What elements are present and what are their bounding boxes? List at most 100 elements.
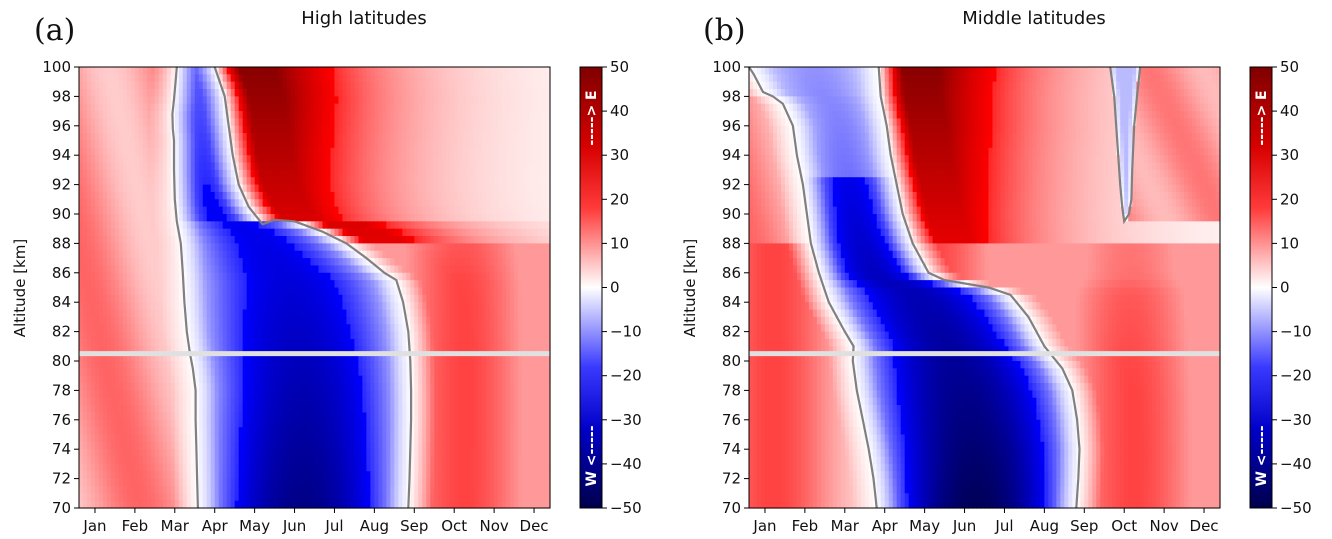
- heatmap-cell: [430, 140, 435, 149]
- heatmap-cell: [258, 199, 264, 208]
- heatmap-cell: [94, 361, 100, 369]
- heatmap-cell: [122, 375, 128, 384]
- heatmap-cell: [402, 258, 407, 267]
- heatmap-cell: [130, 375, 136, 384]
- heatmap-cell: [79, 199, 84, 208]
- heatmap-cell: [270, 140, 276, 149]
- heatmap-cell: [454, 228, 459, 237]
- heatmap-cell: [538, 294, 543, 303]
- heatmap-cell: [418, 147, 423, 156]
- heatmap-cell: [278, 309, 284, 318]
- heatmap-cell: [426, 221, 431, 230]
- heatmap-cell: [174, 125, 180, 134]
- heatmap-cell: [374, 147, 379, 156]
- heatmap-cell: [514, 309, 519, 318]
- heatmap-cell: [394, 368, 399, 377]
- heatmap-cell: [446, 184, 451, 193]
- heatmap-cell: [430, 74, 435, 83]
- heatmap-cell: [178, 346, 184, 355]
- heatmap-cell: [350, 125, 356, 134]
- heatmap-cell: [482, 361, 487, 369]
- heatmap-cell: [270, 346, 276, 355]
- heatmap-cell: [138, 361, 144, 369]
- heatmap-cell: [242, 118, 248, 127]
- heatmap-cell: [298, 346, 304, 355]
- heatmap-cell: [202, 361, 208, 369]
- heatmap-cell: [106, 309, 112, 318]
- heatmap-cell: [270, 236, 276, 244]
- heatmap-cell: [318, 162, 324, 171]
- heatmap-cell: [218, 272, 224, 281]
- heatmap-cell: [530, 361, 535, 369]
- heatmap-cell: [350, 162, 356, 171]
- heatmap-cell: [110, 184, 116, 193]
- heatmap-cell: [290, 346, 296, 355]
- heatmap-cell: [350, 331, 356, 340]
- heatmap-cell: [79, 118, 84, 127]
- heatmap-cell: [162, 169, 168, 178]
- heatmap-cell: [458, 368, 463, 377]
- heatmap-cell: [298, 280, 304, 289]
- heatmap-cell: [282, 368, 288, 377]
- heatmap-cell: [446, 243, 451, 252]
- heatmap-cell: [130, 125, 136, 134]
- heatmap-cell: [430, 96, 435, 105]
- heatmap-cell: [314, 155, 320, 164]
- heatmap-cell: [142, 324, 148, 333]
- heatmap-cell: [310, 221, 316, 230]
- heatmap-cell: [142, 133, 148, 142]
- heatmap-cell: [534, 316, 539, 325]
- heatmap-cell: [370, 169, 375, 178]
- heatmap-cell: [522, 214, 527, 222]
- heatmap-cell: [270, 184, 276, 193]
- heatmap-cell: [458, 302, 463, 311]
- heatmap-cell: [466, 338, 471, 347]
- heatmap-cell: [106, 294, 112, 303]
- heatmap-cell: [426, 280, 431, 289]
- heatmap-cell: [98, 206, 104, 215]
- heatmap-cell: [538, 228, 543, 237]
- heatmap-cell: [242, 280, 248, 289]
- heatmap-cell: [254, 294, 260, 303]
- heatmap-cell: [154, 265, 160, 274]
- heatmap-cell: [306, 67, 312, 75]
- heatmap-cell: [266, 206, 272, 215]
- heatmap-cell: [262, 169, 268, 178]
- heatmap-cell: [138, 228, 144, 237]
- heatmap-cell: [274, 258, 280, 267]
- heatmap-cell: [514, 316, 519, 325]
- heatmap-cell: [98, 191, 104, 200]
- heatmap-cell: [454, 324, 459, 333]
- heatmap-cell: [90, 162, 96, 171]
- heatmap-cell: [542, 302, 547, 311]
- heatmap-cell: [138, 184, 144, 193]
- heatmap-cell: [318, 191, 324, 200]
- heatmap-cell: [394, 302, 399, 311]
- heatmap-cell: [422, 214, 427, 222]
- heatmap-cell: [390, 147, 395, 156]
- heatmap-cell: [230, 125, 236, 134]
- heatmap-cell: [398, 316, 403, 325]
- heatmap-cell: [134, 74, 140, 83]
- heatmap-cell: [310, 243, 316, 252]
- heatmap-cell: [478, 96, 483, 105]
- heatmap-cell: [494, 280, 499, 289]
- heatmap-cell: [242, 228, 248, 237]
- heatmap-cell: [342, 214, 348, 222]
- heatmap-cell: [318, 338, 324, 347]
- heatmap-cell: [266, 228, 272, 237]
- heatmap-cell: [398, 125, 403, 134]
- heatmap-cell: [458, 214, 463, 222]
- heatmap-cell: [522, 294, 527, 303]
- heatmap-cell: [390, 243, 395, 252]
- heatmap-cell: [270, 316, 276, 325]
- heatmap-cell: [118, 302, 124, 311]
- heatmap-cell: [354, 81, 360, 90]
- heatmap-cell: [226, 331, 232, 340]
- heatmap-cell: [346, 96, 352, 105]
- heatmap-cell: [342, 111, 348, 120]
- heatmap-cell: [394, 206, 399, 215]
- heatmap-cell: [290, 331, 296, 340]
- heatmap-cell: [178, 265, 184, 274]
- heatmap-cell: [374, 214, 379, 222]
